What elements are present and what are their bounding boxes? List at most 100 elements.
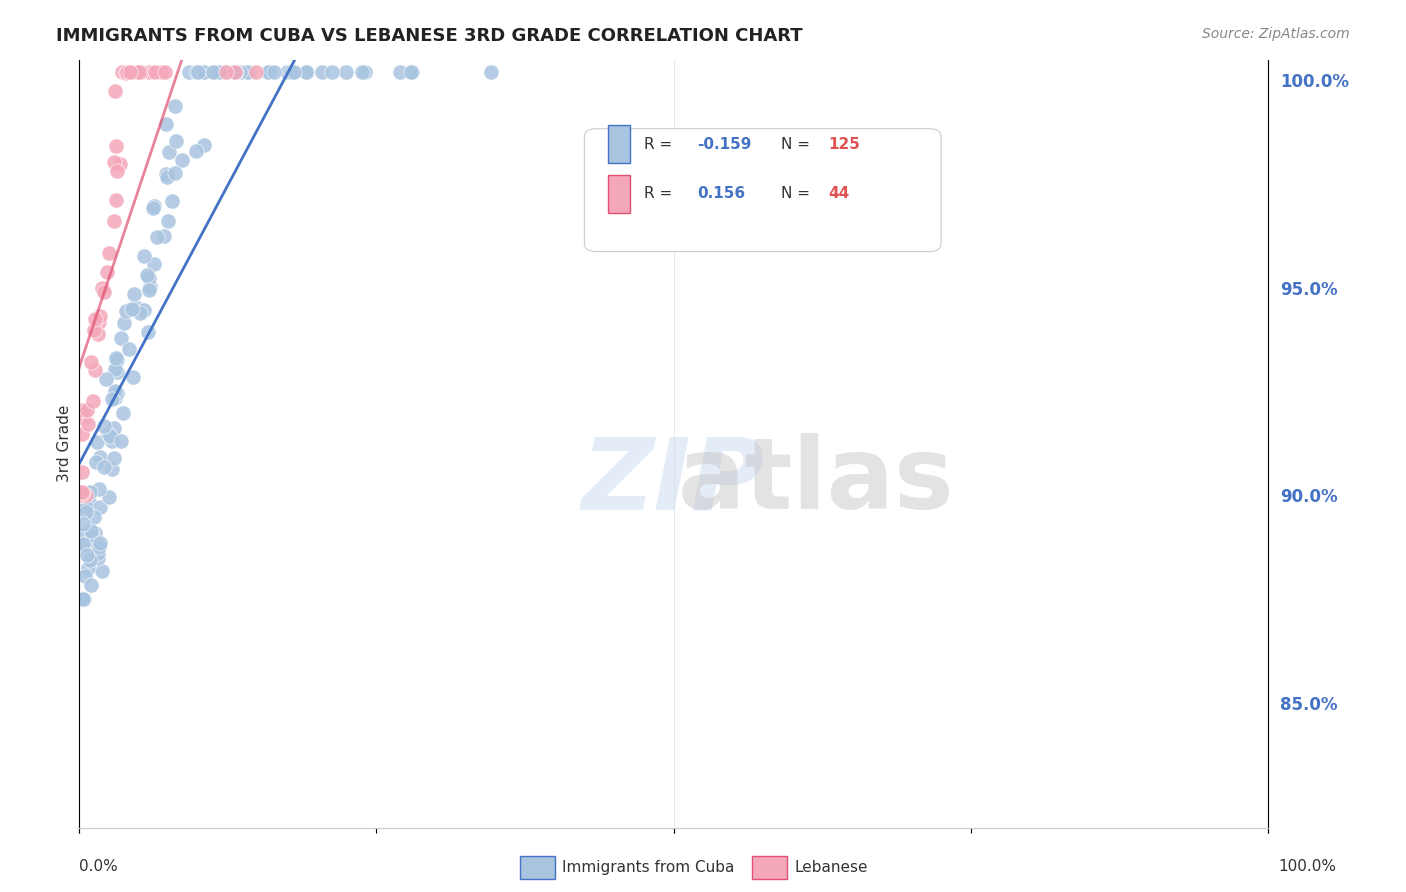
Text: 44: 44 (828, 186, 849, 202)
Point (155, 117, 177, 131)
Point (187, 65, 209, 79)
Point (72, 485, 94, 500)
Text: Immigrants from Cuba: Immigrants from Cuba (562, 861, 735, 875)
Point (80, 524, 103, 539)
Point (75, 505, 97, 519)
Text: Source: ZipAtlas.com: Source: ZipAtlas.com (1202, 27, 1350, 41)
Point (104, 84, 127, 98)
Point (193, 65, 215, 79)
Point (89, 500, 111, 515)
Point (208, 65, 231, 79)
Point (105, 365, 128, 379)
Point (297, 65, 319, 79)
Point (108, 157, 131, 171)
Point (86, 327, 108, 342)
Point (257, 65, 280, 79)
Point (155, 170, 177, 185)
Point (150, 65, 173, 79)
Point (124, 286, 146, 301)
FancyBboxPatch shape (609, 175, 630, 213)
Point (193, 65, 215, 79)
Point (193, 138, 215, 153)
Point (104, 384, 127, 399)
Text: N =: N = (780, 186, 814, 202)
Point (105, 353, 128, 368)
Point (86, 434, 108, 449)
Text: 0.156: 0.156 (697, 186, 745, 202)
Text: ZIP: ZIP (582, 434, 765, 531)
Point (75, 569, 97, 583)
Point (115, 304, 138, 318)
Point (138, 283, 160, 297)
Point (138, 270, 160, 285)
Point (70, 488, 93, 502)
Point (143, 257, 166, 271)
Point (222, 65, 245, 79)
Point (70, 484, 93, 499)
Point (401, 65, 423, 79)
Point (104, 351, 127, 365)
Point (84, 525, 107, 540)
Point (79, 552, 101, 566)
Point (401, 65, 423, 79)
Point (93, 418, 115, 433)
Point (105, 385, 128, 400)
Point (128, 65, 150, 79)
Point (83, 510, 105, 524)
Text: 0.0%: 0.0% (79, 859, 118, 874)
FancyBboxPatch shape (609, 125, 630, 163)
Point (87, 551, 110, 566)
Point (90, 564, 112, 578)
Point (215, 65, 238, 79)
Point (208, 65, 231, 79)
Point (76, 500, 98, 514)
Point (388, 65, 411, 79)
Point (129, 306, 152, 320)
Point (225, 65, 247, 79)
Point (70, 466, 93, 480)
Point (186, 145, 208, 159)
Point (80, 578, 103, 592)
Point (97, 427, 120, 442)
FancyBboxPatch shape (585, 128, 941, 252)
Point (75, 488, 97, 502)
Point (276, 65, 298, 79)
Point (75, 486, 97, 500)
Point (103, 213, 125, 227)
Point (103, 450, 125, 465)
Text: IMMIGRANTS FROM CUBA VS LEBANESE 3RD GRADE CORRELATION CHART: IMMIGRANTS FROM CUBA VS LEBANESE 3RD GRA… (56, 27, 803, 45)
Point (294, 65, 316, 79)
Point (208, 65, 231, 79)
Text: atlas: atlas (678, 434, 955, 531)
Point (165, 134, 187, 148)
Point (72, 592, 94, 607)
Point (214, 65, 236, 79)
Point (129, 65, 152, 79)
Point (280, 65, 302, 79)
Point (83, 323, 105, 337)
Point (77, 494, 100, 508)
Point (153, 229, 176, 244)
Point (350, 65, 373, 79)
Point (122, 369, 145, 384)
Point (83, 311, 105, 326)
Point (84, 531, 107, 545)
Text: N =: N = (780, 136, 814, 152)
Point (87, 482, 110, 496)
Point (97, 246, 120, 260)
Point (117, 65, 139, 79)
Point (139, 280, 162, 294)
Point (72, 592, 94, 607)
Point (153, 65, 176, 79)
Point (155, 167, 177, 181)
Point (118, 342, 141, 356)
Point (479, 65, 502, 79)
Point (157, 214, 180, 228)
Point (84, 363, 107, 377)
Point (146, 230, 169, 244)
Text: R =: R = (644, 136, 676, 152)
Point (229, 65, 252, 79)
Point (93, 285, 115, 299)
Point (184, 65, 207, 79)
Point (93, 460, 115, 475)
